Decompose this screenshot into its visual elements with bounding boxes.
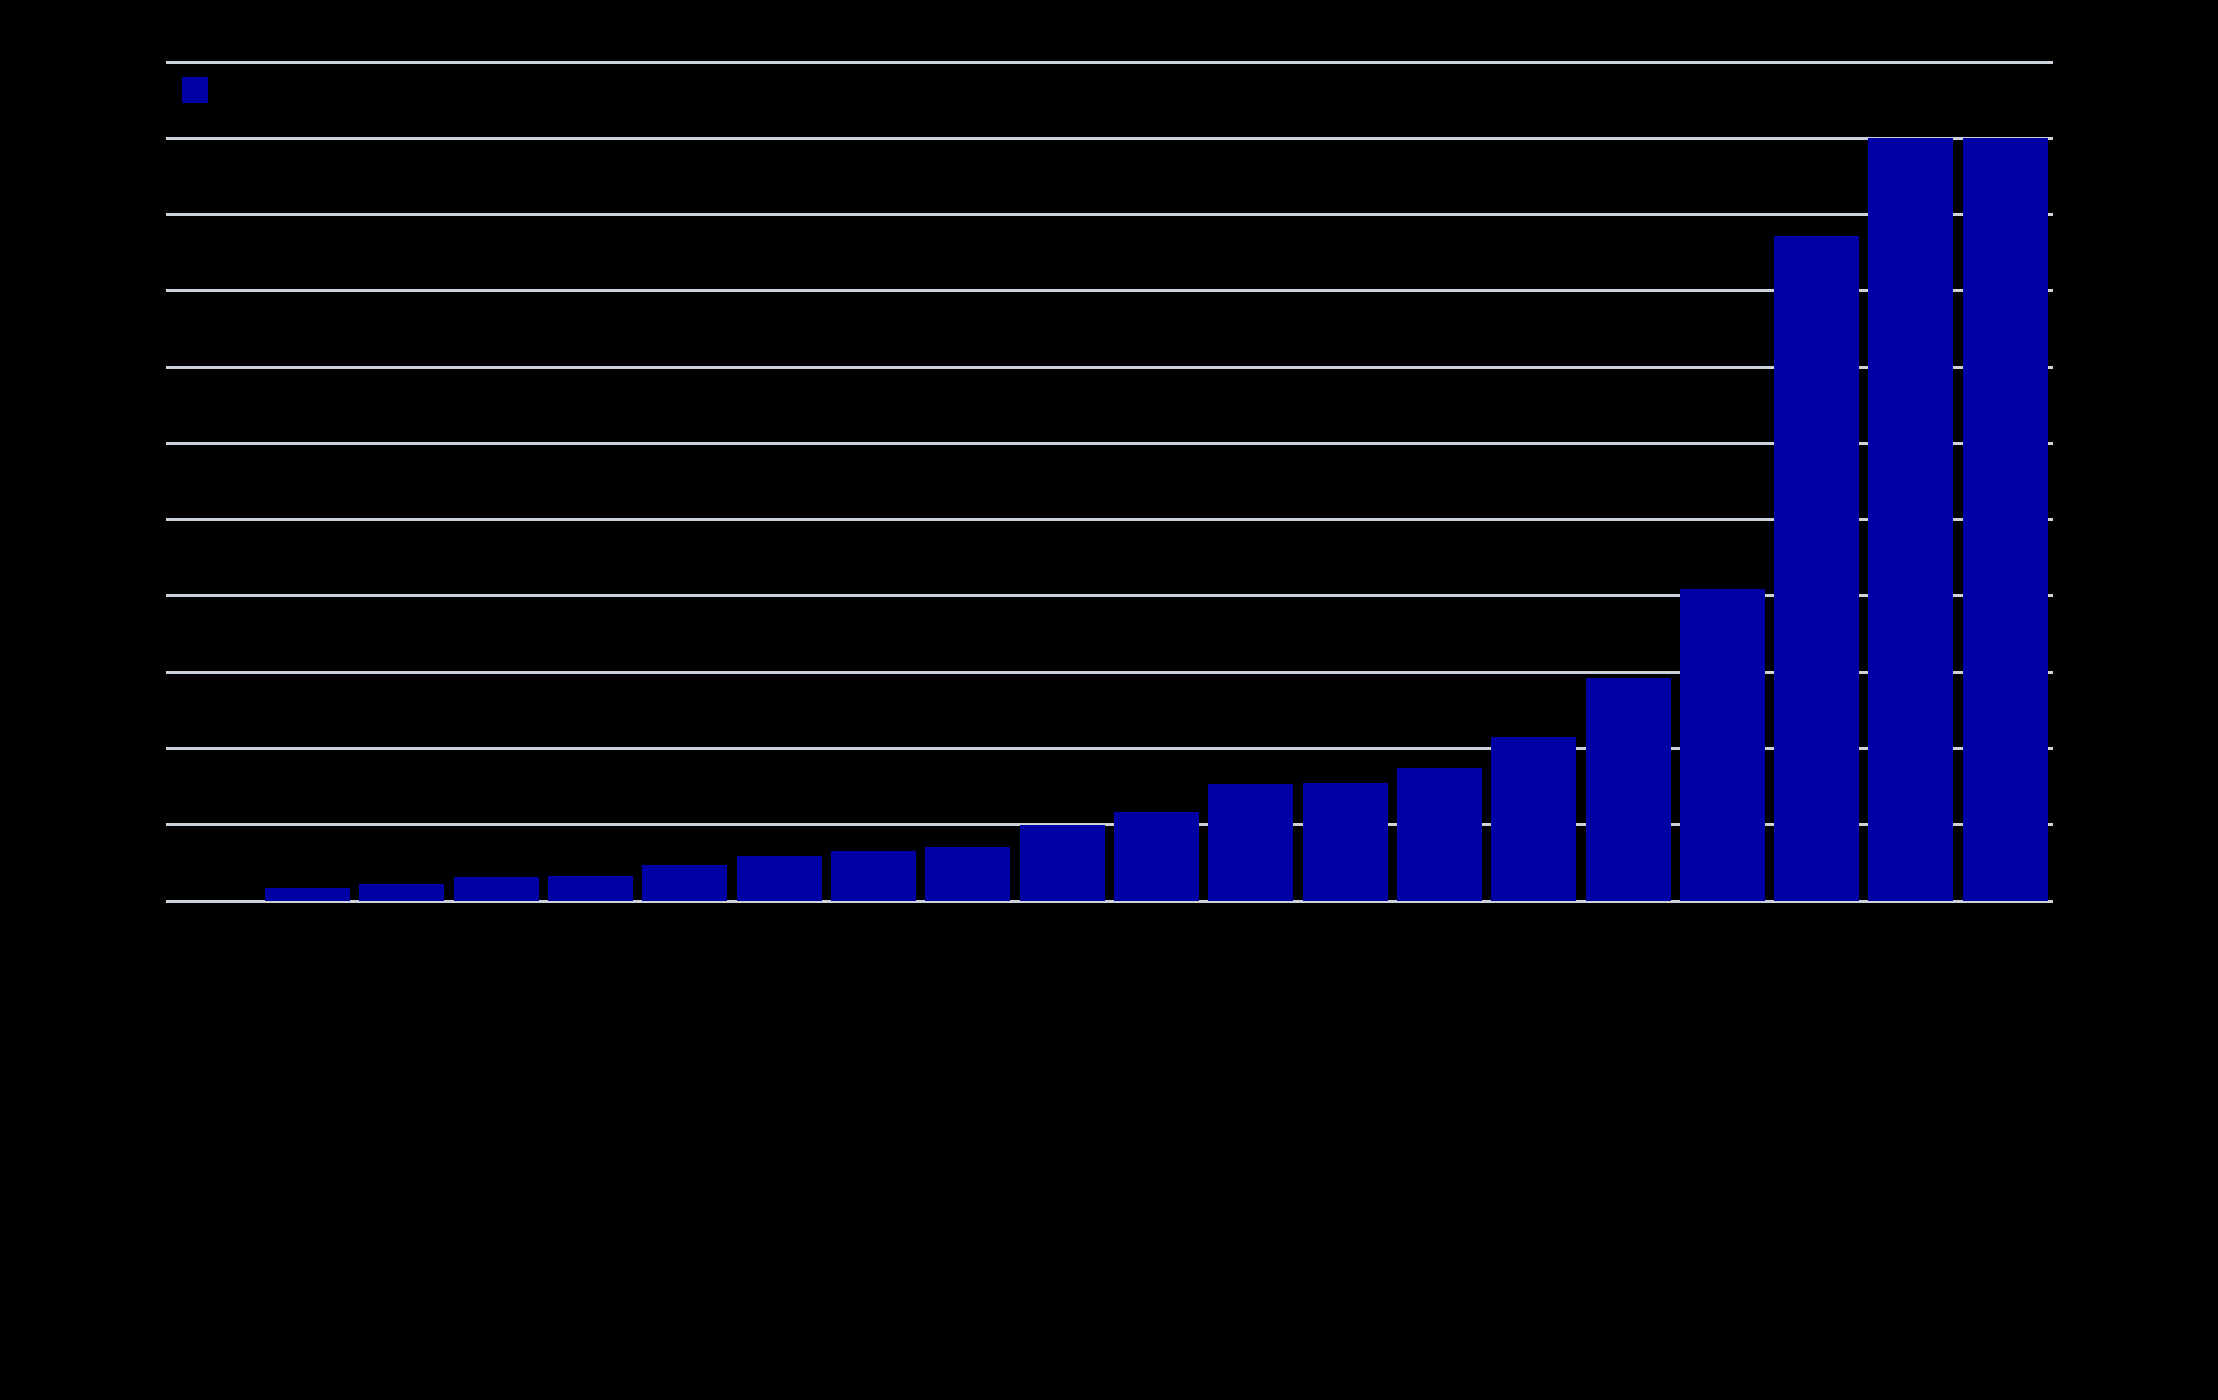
bar <box>1208 784 1294 901</box>
bar <box>1113 811 1199 901</box>
gridline <box>166 60 2053 64</box>
bar <box>925 846 1011 901</box>
gridline <box>166 823 2053 827</box>
gridline <box>166 213 2053 217</box>
bar <box>1396 767 1482 901</box>
gridline <box>166 670 2053 674</box>
bar <box>1491 737 1577 901</box>
gridline <box>166 594 2053 598</box>
legend-swatch <box>182 77 208 103</box>
gridline <box>166 136 2053 140</box>
bar <box>1868 138 1954 901</box>
bar <box>642 865 728 901</box>
bar <box>830 850 916 901</box>
gridline <box>166 746 2053 750</box>
bar <box>453 877 539 901</box>
bar <box>1302 782 1388 901</box>
gridline <box>166 518 2053 522</box>
bar <box>265 888 351 901</box>
bar <box>1679 589 1765 901</box>
legend <box>182 77 220 103</box>
bar <box>1774 235 1860 901</box>
bar <box>736 856 822 901</box>
gridline <box>166 289 2053 293</box>
bar <box>1019 824 1105 901</box>
bar <box>359 884 445 901</box>
bar <box>547 875 633 901</box>
gridline <box>166 899 2053 903</box>
bar <box>1962 138 2048 901</box>
gridline <box>166 441 2053 445</box>
gridline <box>166 365 2053 369</box>
bar <box>1585 678 1671 901</box>
